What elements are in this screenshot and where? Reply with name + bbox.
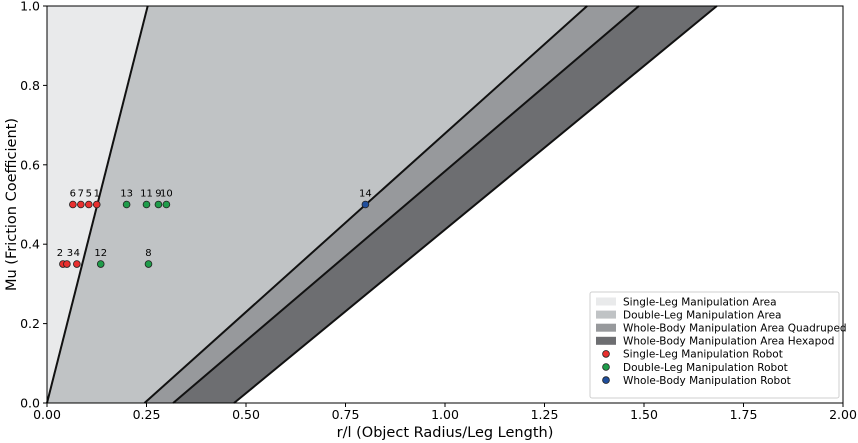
x-tick-label: 1.00: [431, 407, 459, 422]
data-point-label: 14: [359, 189, 372, 200]
data-point: [162, 200, 171, 209]
legend-entry: Single-Leg Manipulation Area: [623, 296, 777, 308]
x-tick-label: 1.25: [531, 407, 559, 422]
legend-marker: [602, 350, 610, 358]
data-point-label: 9: [155, 189, 161, 200]
y-tick-label: 0.8: [20, 78, 40, 93]
y-tick-label: 0.0: [20, 396, 40, 411]
y-axis-ticks: 0.0 0.2 0.4 0.6 0.8 1.0: [20, 0, 47, 411]
data-point-label: 3: [67, 248, 73, 259]
x-tick-label: 0.75: [332, 407, 360, 422]
data-point-label: 10: [160, 189, 173, 200]
data-point-label: 8: [145, 248, 151, 259]
x-tick-label: 2.00: [829, 407, 857, 422]
y-axis-label: Mu (Friction Coefficient): [4, 118, 20, 291]
legend-marker: [602, 376, 610, 384]
data-point: [63, 260, 71, 268]
data-point-label: 5: [86, 189, 92, 200]
legend-entry: Whole-Body Manipulation Robot: [623, 375, 791, 387]
x-tick-label: 0.00: [33, 407, 61, 422]
legend-area-swatch: [596, 297, 616, 306]
data-point: [92, 200, 101, 209]
chart-points: 2 3 4 6 7 5 1 12 8 13 11 910 14: [57, 189, 372, 268]
x-tick-label: 0.25: [133, 407, 161, 422]
data-point: [122, 200, 131, 209]
data-point-label: 4: [74, 248, 80, 259]
legend-entry: Double-Leg Manipulation Area: [623, 309, 781, 321]
legend-area-swatch: [596, 336, 616, 345]
data-point: [77, 200, 85, 209]
y-tick-label: 0.2: [20, 316, 40, 331]
data-point-label: 11: [140, 189, 153, 200]
data-point-label: 13: [120, 189, 133, 200]
legend-area-swatch: [596, 310, 616, 319]
data-point: [142, 200, 151, 209]
legend-entry: Double-Leg Manipulation Robot: [623, 362, 788, 374]
data-point-label: 7: [78, 189, 84, 200]
x-axis-label: r/l (Object Radius/Leg Length): [337, 425, 554, 441]
x-tick-label: 0.50: [232, 407, 260, 422]
legend-box: [589, 291, 840, 399]
data-point: [154, 200, 163, 209]
area-band-2: [47, 6, 588, 403]
data-point: [84, 200, 93, 209]
boundary-line-4: [233, 5, 718, 404]
x-tick-label: 1.75: [730, 407, 758, 422]
area-band-4: [173, 6, 717, 403]
legend-entry: Whole-Body Manipulation Area Hexapod: [623, 336, 834, 348]
legend-area-swatch: [596, 323, 616, 332]
y-tick-label: 0.6: [20, 157, 40, 172]
data-point-label: 6: [70, 189, 76, 200]
legend-entry: Single-Leg Manipulation Robot: [623, 349, 783, 361]
area-band-3: [144, 6, 639, 403]
data-point-label: 12: [94, 248, 107, 259]
data-point: [69, 200, 77, 209]
boundary-line-3: [172, 5, 640, 404]
x-axis-ticks: 0.00 0.25 0.50 0.75 1.00 1.25 1.50 1.75 2.00: [33, 403, 857, 422]
data-point: [73, 260, 81, 268]
data-point: [96, 260, 105, 268]
legend-entry: Whole-Body Manipulation Area Quadruped: [623, 323, 847, 335]
data-point: [144, 260, 153, 268]
y-tick-label: 1.0: [20, 0, 40, 14]
data-point: [361, 200, 370, 209]
data-point-label: 1: [94, 189, 100, 200]
legend-marker: [602, 363, 610, 371]
data-point-label: 2: [57, 248, 63, 259]
x-tick-label: 1.50: [630, 407, 658, 422]
y-tick-label: 0.4: [20, 237, 40, 252]
